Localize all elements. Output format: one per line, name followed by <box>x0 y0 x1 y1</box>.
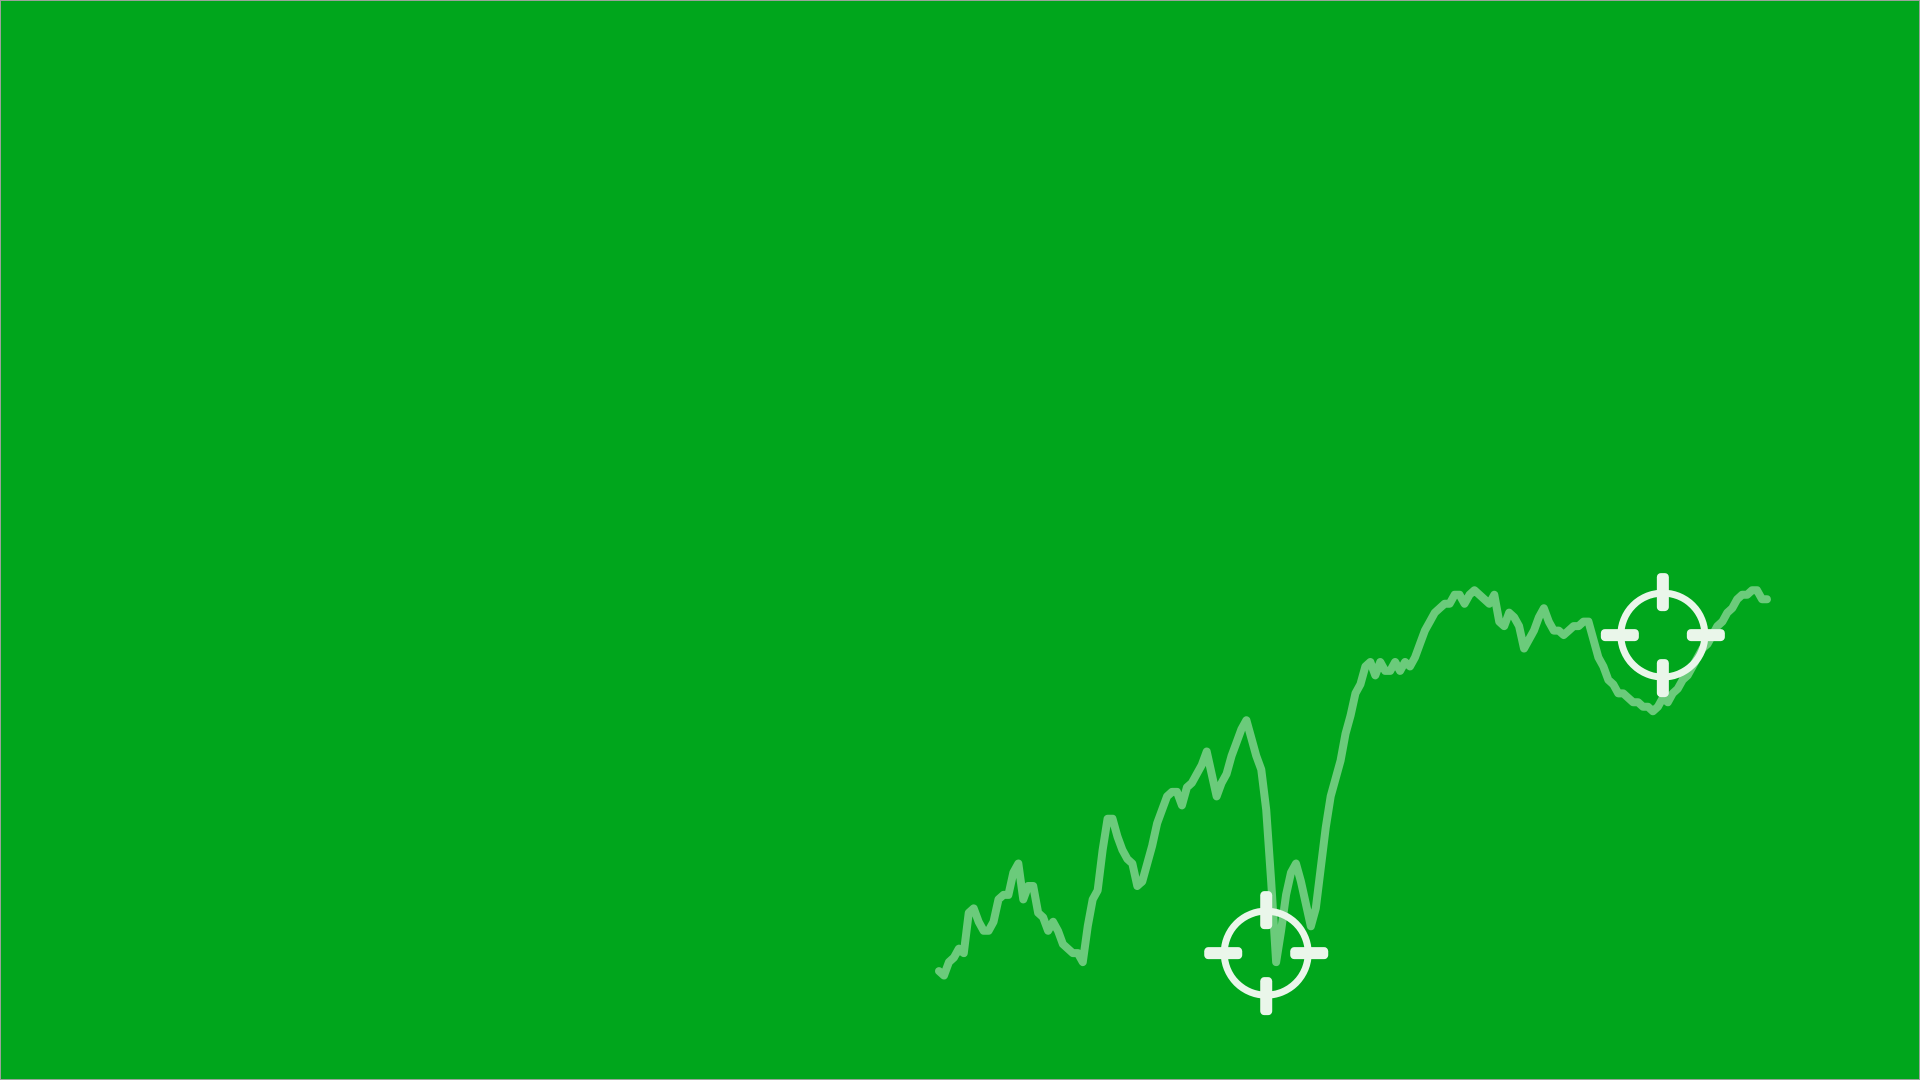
crosshair-target-icon[interactable] <box>1600 573 1725 698</box>
crosshair-target-icon[interactable] <box>1204 891 1329 1016</box>
trend-line <box>935 586 1771 980</box>
